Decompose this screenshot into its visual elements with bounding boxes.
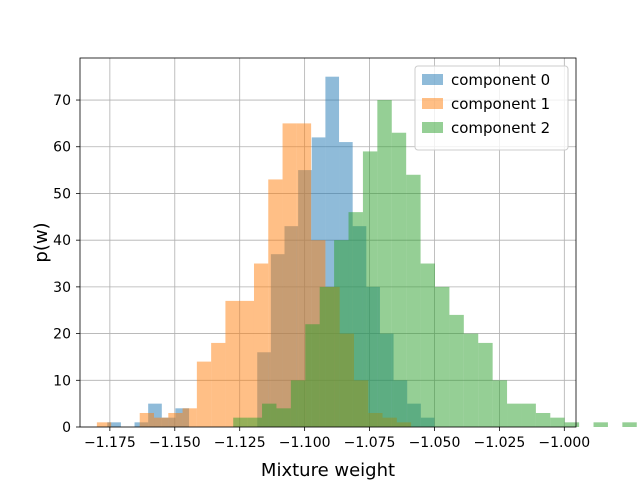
histogram-bar xyxy=(239,300,254,427)
histogram-bar xyxy=(478,342,493,427)
histogram-bar xyxy=(362,151,378,427)
histogram-bar xyxy=(449,314,464,427)
histogram-bar xyxy=(463,333,479,427)
series-2-bars xyxy=(233,100,637,428)
histogram-bar xyxy=(233,417,248,427)
legend-swatch xyxy=(422,74,443,85)
y-tick-label: 20 xyxy=(53,327,71,343)
legend: component 0 component 1 component 2 xyxy=(414,65,569,151)
histogram-bar xyxy=(253,263,269,427)
x-tick-label: −1.000 xyxy=(538,435,590,451)
histogram-bar xyxy=(535,412,551,427)
histogram-bar xyxy=(182,408,197,427)
y-tick-label: 50 xyxy=(53,186,71,202)
x-tick-label: −1.025 xyxy=(473,435,525,451)
x-axis-ticks: −1.175 −1.150 −1.125 −1.100 −1.075 −1.050 −1.0… xyxy=(84,427,590,451)
x-axis-label: Mixture weight xyxy=(261,460,395,480)
histogram-bar xyxy=(276,408,291,427)
histogram-bar xyxy=(305,324,320,427)
histogram-bar xyxy=(282,123,297,428)
legend-swatch xyxy=(422,98,443,109)
x-tick-label: −1.050 xyxy=(409,435,461,451)
histogram-bar xyxy=(225,300,240,427)
histogram-bar xyxy=(334,240,349,427)
x-tick-label: −1.075 xyxy=(344,435,396,451)
histogram-bar xyxy=(622,422,637,427)
histogram-bar xyxy=(550,417,565,427)
histogram-bar xyxy=(406,174,421,427)
histogram-bar xyxy=(139,412,155,427)
histogram-bar xyxy=(211,342,226,427)
y-tick-label: 40 xyxy=(53,233,71,249)
histogram-bar xyxy=(96,422,112,427)
histogram-bar xyxy=(268,179,283,427)
x-tick-label: −1.150 xyxy=(149,435,201,451)
histogram-bar xyxy=(262,403,277,427)
histogram-bar xyxy=(492,380,508,427)
histogram-bar xyxy=(154,417,169,427)
histogram-bar xyxy=(377,100,392,428)
histogram-bar xyxy=(593,422,608,427)
legend-box xyxy=(414,65,569,151)
histogram-bar xyxy=(434,286,450,427)
histogram-bar xyxy=(348,212,363,427)
y-tick-label: 0 xyxy=(62,420,71,436)
histogram-bar xyxy=(319,286,335,427)
histogram-bar xyxy=(564,422,580,427)
histogram-bar xyxy=(196,361,212,427)
x-tick-label: −1.175 xyxy=(84,435,136,451)
y-axis-ticks: 0 10 20 30 40 50 60 70 xyxy=(53,93,80,436)
legend-label: component 0 xyxy=(451,71,550,89)
legend-label: component 2 xyxy=(451,119,550,137)
histogram-bar xyxy=(507,403,522,427)
y-tick-label: 10 xyxy=(53,373,71,389)
legend-label: component 1 xyxy=(451,95,550,113)
histogram-bar xyxy=(168,412,183,427)
plot-frame xyxy=(79,57,577,428)
y-tick-label: 70 xyxy=(53,93,71,109)
histogram-bar xyxy=(247,417,263,427)
histogram-bar xyxy=(391,132,407,427)
y-axis-label: p(w) xyxy=(31,222,52,262)
histogram-bars xyxy=(96,76,637,428)
y-tick-label: 30 xyxy=(53,280,71,296)
y-tick-label: 60 xyxy=(53,140,71,156)
x-tick-label: −1.100 xyxy=(279,435,331,451)
x-tick-label: −1.125 xyxy=(214,435,266,451)
histogram-bar xyxy=(420,263,435,427)
histogram-bar xyxy=(521,403,536,427)
legend-swatch xyxy=(422,122,443,133)
histogram-bar xyxy=(107,422,121,427)
histogram-bar xyxy=(290,380,306,427)
